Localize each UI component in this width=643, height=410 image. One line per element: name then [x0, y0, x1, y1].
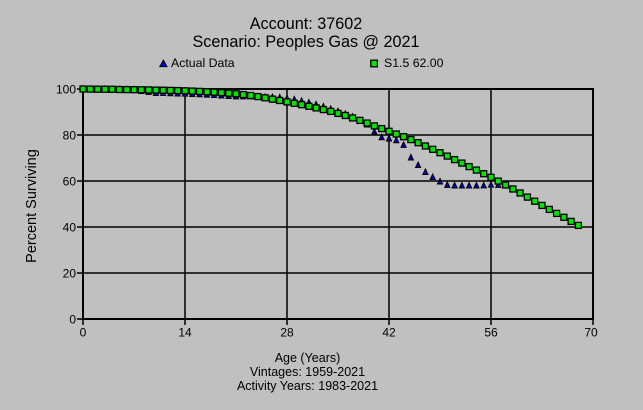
svg-text:100: 100	[56, 83, 76, 97]
svg-text:70: 70	[584, 326, 598, 340]
svg-text:0: 0	[80, 326, 87, 340]
svg-text:42: 42	[382, 326, 396, 340]
svg-text:40: 40	[63, 221, 77, 235]
svg-text:56: 56	[484, 326, 498, 340]
svg-text:80: 80	[63, 129, 77, 143]
svg-text:0: 0	[69, 313, 76, 327]
svg-text:60: 60	[63, 175, 77, 189]
svg-text:20: 20	[63, 267, 77, 281]
svg-text:14: 14	[178, 326, 192, 340]
svg-text:28: 28	[280, 326, 294, 340]
